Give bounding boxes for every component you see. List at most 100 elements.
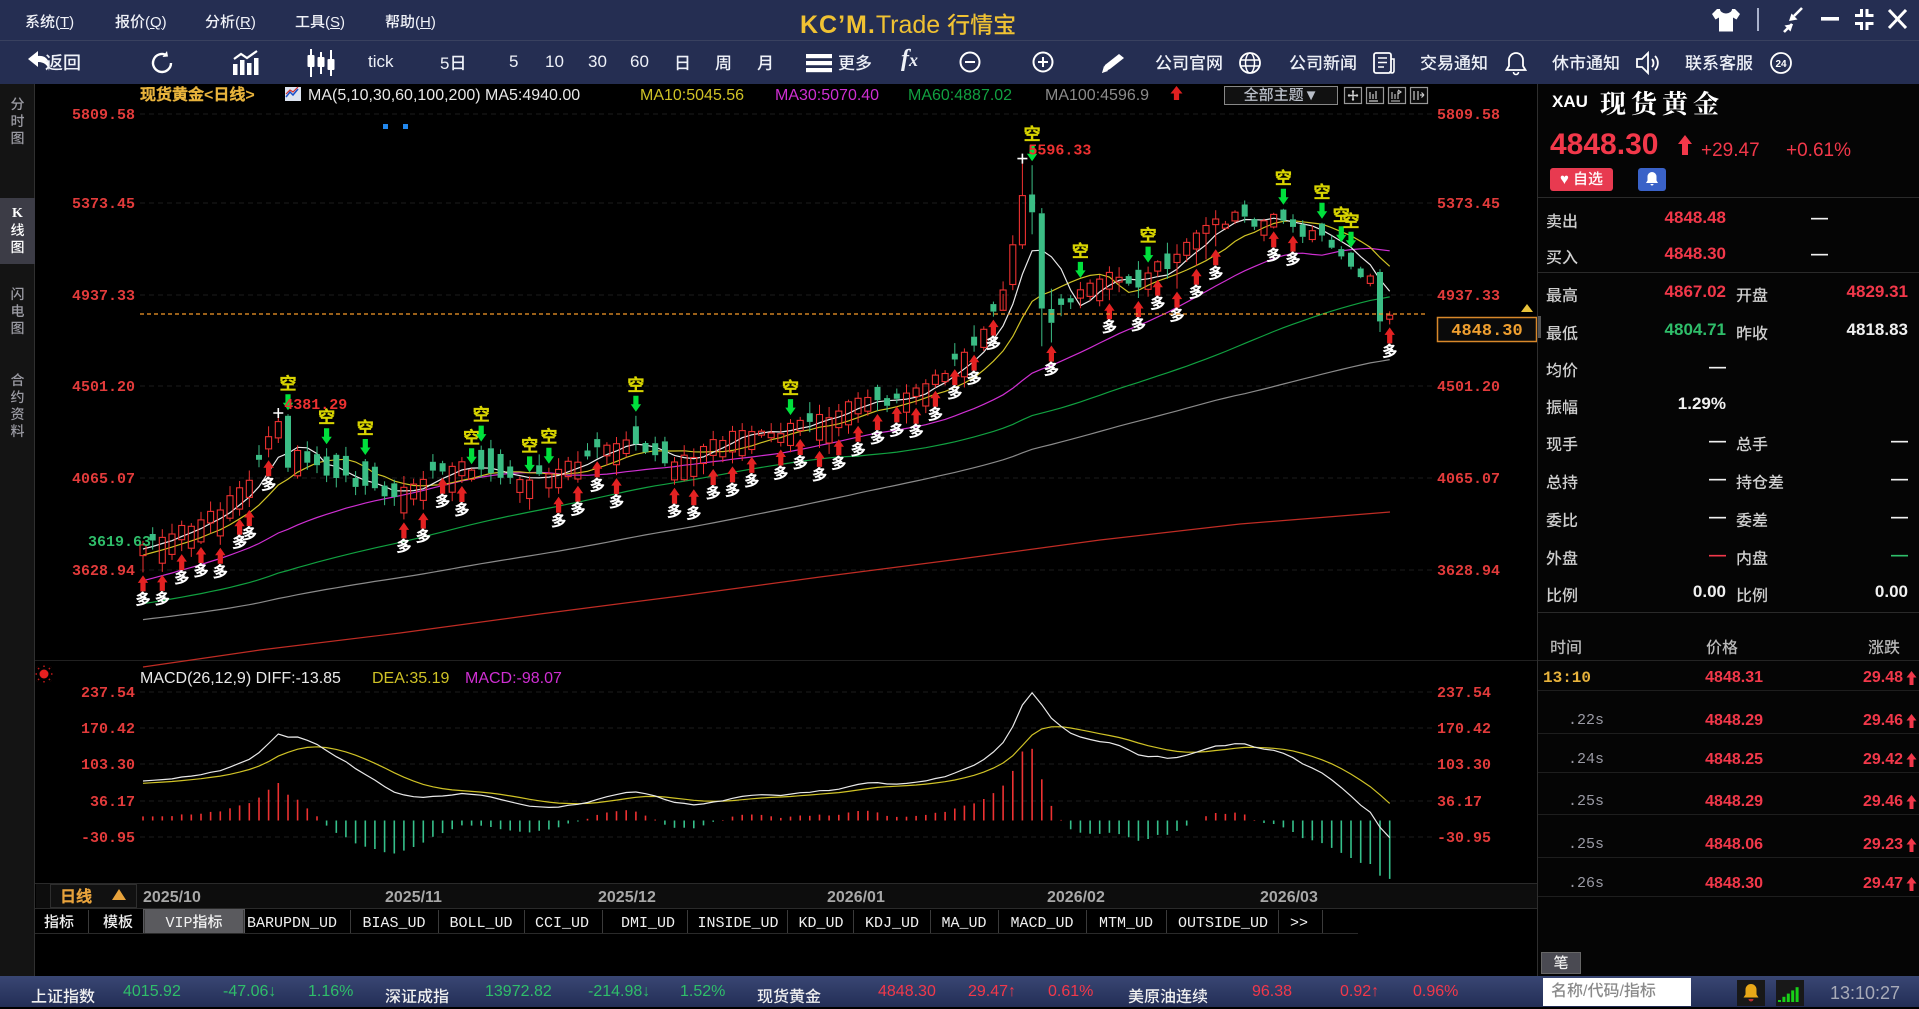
svg-text:多: 多 [435, 493, 450, 511]
svg-text:2026/01: 2026/01 [827, 889, 885, 906]
svg-text:-30.95: -30.95 [1437, 830, 1491, 847]
svg-text:4848.30: 4848.30 [1451, 322, 1522, 341]
svg-text:多: 多 [793, 454, 808, 472]
svg-text:多: 多 [213, 563, 228, 581]
svg-text:多: 多 [232, 534, 247, 552]
svg-text:5809.58: 5809.58 [72, 107, 135, 124]
svg-text:5596.33: 5596.33 [1028, 143, 1091, 160]
svg-text:MACD_UD: MACD_UD [1010, 915, 1073, 932]
svg-text:空: 空 [1024, 125, 1041, 144]
svg-text:多: 多 [909, 423, 924, 441]
svg-text:MACD:-98.07: MACD:-98.07 [465, 670, 562, 687]
svg-text:103.30: 103.30 [81, 757, 135, 774]
svg-text:2025/12: 2025/12 [598, 889, 656, 906]
svg-text:空: 空 [318, 408, 335, 427]
svg-text:模板: 模板 [103, 914, 133, 932]
svg-text:多: 多 [870, 429, 885, 447]
svg-text:MA30:5070.40: MA30:5070.40 [775, 87, 879, 104]
svg-text:多: 多 [174, 569, 189, 587]
svg-text:MA_UD: MA_UD [941, 915, 986, 932]
svg-text:多: 多 [242, 525, 257, 543]
svg-text:36.17: 36.17 [90, 794, 135, 811]
svg-text:空: 空 [473, 406, 490, 425]
svg-text:空: 空 [627, 376, 644, 395]
svg-text:3619.63: 3619.63 [88, 534, 151, 551]
svg-text:空: 空 [782, 379, 799, 398]
svg-text:空: 空 [1140, 227, 1157, 246]
svg-text:多: 多 [812, 466, 827, 484]
svg-text:5809.58: 5809.58 [1437, 107, 1500, 124]
svg-text:4065.07: 4065.07 [1437, 471, 1500, 488]
svg-text:3628.94: 3628.94 [1437, 563, 1500, 580]
svg-text:4501.20: 4501.20 [72, 379, 135, 396]
svg-text:多: 多 [744, 472, 759, 490]
svg-text:现货黄金<日线>: 现货黄金<日线> [140, 85, 255, 104]
svg-text:MTM_UD: MTM_UD [1099, 915, 1153, 932]
svg-text:多: 多 [851, 441, 866, 459]
svg-text:多: 多 [889, 421, 904, 439]
svg-text:空: 空 [1314, 183, 1331, 202]
svg-text:>>: >> [1290, 915, 1308, 932]
svg-text:多: 多 [590, 476, 605, 494]
svg-text:多: 多 [1285, 251, 1300, 269]
svg-text:2026/02: 2026/02 [1047, 889, 1105, 906]
svg-text:多: 多 [396, 537, 411, 555]
svg-text:170.42: 170.42 [1437, 721, 1491, 738]
svg-text:多: 多 [570, 501, 585, 519]
svg-text:多: 多 [773, 465, 788, 483]
svg-text:空: 空 [1072, 242, 1089, 261]
svg-text:多: 多 [725, 481, 740, 499]
svg-text:170.42: 170.42 [81, 721, 135, 738]
svg-text:2025/10: 2025/10 [143, 889, 201, 906]
svg-text:MA100:4596.9: MA100:4596.9 [1045, 87, 1149, 104]
svg-text:VIP指标: VIP指标 [165, 914, 222, 932]
svg-text:多: 多 [261, 475, 276, 493]
svg-text:4501.20: 4501.20 [1437, 379, 1500, 396]
svg-text:多: 多 [947, 384, 962, 402]
svg-text:KD_UD: KD_UD [798, 915, 843, 932]
svg-text:2025/11: 2025/11 [385, 889, 442, 906]
svg-text:BARUPDN_UD: BARUPDN_UD [247, 915, 337, 932]
svg-text:4937.33: 4937.33 [1437, 288, 1500, 305]
svg-text:全部主题▼: 全部主题▼ [1244, 87, 1319, 104]
svg-text:MA(5,10,30,60,100,200) MA5:494: MA(5,10,30,60,100,200) MA5:4940.00 [308, 87, 580, 104]
svg-text:多: 多 [155, 590, 170, 608]
svg-text:24: 24 [1775, 59, 1787, 70]
svg-text:多: 多 [1208, 264, 1223, 282]
svg-text:DMI_UD: DMI_UD [621, 915, 675, 932]
svg-text:BIAS_UD: BIAS_UD [362, 915, 425, 932]
svg-text:多: 多 [706, 484, 721, 502]
svg-text:多: 多 [1131, 316, 1146, 334]
svg-text:237.54: 237.54 [81, 685, 135, 702]
svg-text:3628.94: 3628.94 [72, 563, 135, 580]
svg-text:多: 多 [986, 335, 1001, 353]
svg-text:4381.29: 4381.29 [284, 397, 347, 414]
svg-text:多: 多 [135, 590, 150, 608]
svg-text:KDJ_UD: KDJ_UD [865, 915, 919, 932]
svg-text:空: 空 [1343, 212, 1360, 231]
svg-text:多: 多 [831, 454, 846, 472]
svg-text:多: 多 [686, 504, 701, 522]
svg-text:指标: 指标 [44, 914, 74, 932]
svg-text:MA10:5045.56: MA10:5045.56 [640, 87, 744, 104]
svg-text:237.54: 237.54 [1437, 685, 1491, 702]
svg-text:多: 多 [1169, 307, 1184, 325]
svg-text:多: 多 [1266, 246, 1281, 264]
svg-text:多: 多 [1102, 318, 1117, 336]
svg-text:多: 多 [928, 406, 943, 424]
svg-text:5373.45: 5373.45 [1437, 196, 1500, 213]
svg-text:CCI_UD: CCI_UD [535, 915, 589, 932]
svg-text:空: 空 [540, 428, 557, 447]
svg-text:日线: 日线 [60, 888, 92, 906]
svg-text:INSIDE_UD: INSIDE_UD [697, 915, 778, 932]
svg-text:MACD(26,12,9) DIFF:-13.85: MACD(26,12,9) DIFF:-13.85 [140, 670, 341, 687]
svg-text:4065.07: 4065.07 [72, 471, 135, 488]
svg-text:多: 多 [1382, 342, 1397, 360]
svg-text:多: 多 [1044, 361, 1059, 379]
svg-text:多: 多 [193, 562, 208, 580]
svg-text:空: 空 [280, 374, 297, 393]
svg-text:MA60:4887.02: MA60:4887.02 [908, 87, 1012, 104]
svg-text:OUTSIDE_UD: OUTSIDE_UD [1178, 915, 1268, 932]
svg-text:多: 多 [967, 370, 982, 388]
svg-text:空: 空 [521, 436, 538, 455]
